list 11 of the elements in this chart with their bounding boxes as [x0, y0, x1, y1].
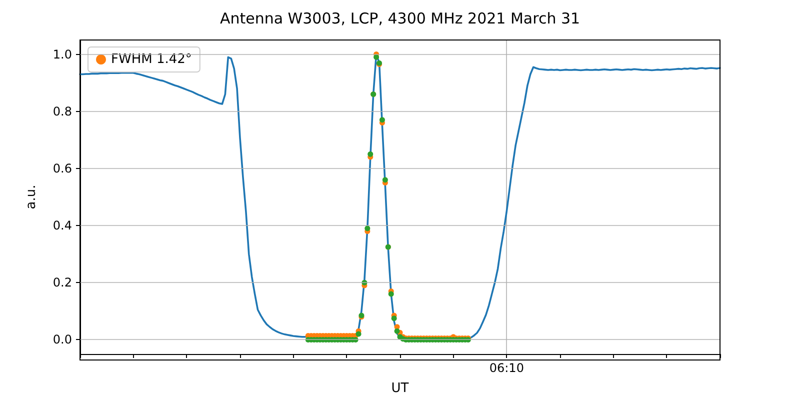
legend-label: FWHM 1.42°: [111, 52, 192, 67]
x-axis-title: UT: [391, 381, 409, 396]
y-tick-label: 0.4: [52, 218, 72, 233]
chart-title: Antenna W3003, LCP, 4300 MHz 2021 March 31: [220, 10, 580, 28]
y-tick-label: 0.2: [52, 276, 72, 290]
y-tick-label: 0.0: [52, 332, 72, 347]
y-axis-title: a.u.: [24, 184, 39, 210]
x-tick-label: 06:10: [489, 361, 524, 375]
y-tick-label: 0.6: [52, 161, 72, 176]
y-tick-label: 1.0: [52, 47, 72, 62]
y-tick-label: 0.8: [52, 104, 72, 118]
